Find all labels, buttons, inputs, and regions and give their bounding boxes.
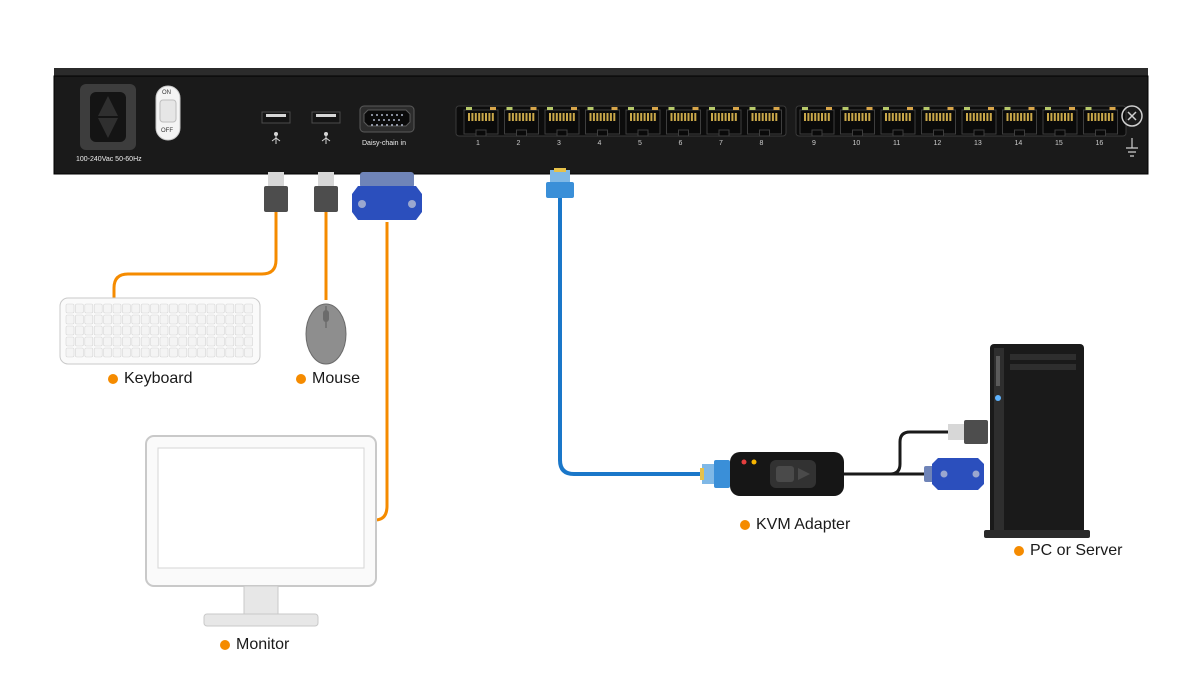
diagram-stage: 100-240Vac 50-60Hz ON OFF Daisy-chain in…	[0, 0, 1200, 684]
adapter-label: KVM Adapter	[740, 516, 850, 534]
monitor-label: Monitor	[220, 636, 289, 654]
mouse-label: Mouse	[296, 370, 360, 388]
port-number: 7	[719, 140, 723, 147]
port-number: 2	[517, 140, 521, 147]
port-numbers: 12345678910111213141516	[0, 0, 1200, 684]
port-number: 11	[893, 140, 900, 147]
port-number: 6	[679, 140, 683, 147]
port-number: 12	[934, 140, 942, 147]
keyboard-label: Keyboard	[108, 370, 193, 388]
port-number: 16	[1096, 140, 1104, 147]
port-number: 8	[760, 140, 764, 147]
bullet-icon	[1014, 546, 1024, 556]
mouse-label-text: Mouse	[312, 370, 360, 388]
port-number: 14	[1015, 140, 1023, 147]
keyboard-label-text: Keyboard	[124, 370, 193, 388]
port-number: 5	[638, 140, 642, 147]
port-number: 4	[598, 140, 602, 147]
bullet-icon	[108, 374, 118, 384]
bullet-icon	[220, 640, 230, 650]
port-number: 10	[853, 140, 861, 147]
pc-label: PC or Server	[1014, 542, 1122, 560]
bullet-icon	[740, 520, 750, 530]
bullet-icon	[296, 374, 306, 384]
adapter-label-text: KVM Adapter	[756, 516, 850, 534]
port-number: 3	[557, 140, 561, 147]
port-number: 1	[476, 140, 480, 147]
port-number: 9	[812, 140, 816, 147]
monitor-label-text: Monitor	[236, 636, 289, 654]
pc-label-text: PC or Server	[1030, 542, 1122, 560]
port-number: 15	[1055, 140, 1063, 147]
port-number: 13	[974, 140, 982, 147]
